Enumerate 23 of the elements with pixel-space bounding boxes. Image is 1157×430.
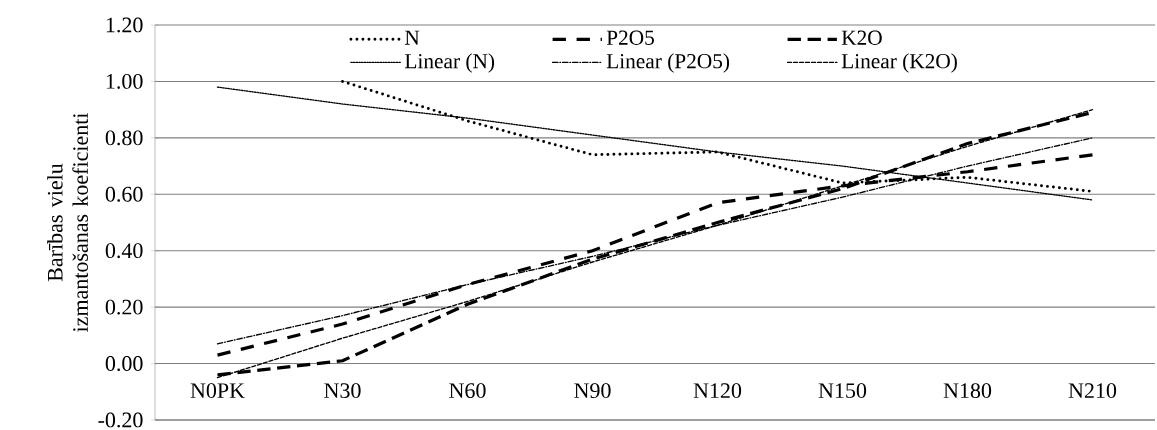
legend-label: Linear (P2O5): [606, 53, 730, 73]
x-tick-label: N150: [818, 383, 867, 399]
y-axis-title: Barības vielu izmantošanas koeficienti: [47, 112, 88, 332]
legend-label: K2O: [841, 30, 882, 45]
y-tick-label: 0.00: [105, 356, 143, 372]
y-tick-label: 1.00: [106, 73, 143, 89]
x-tick-label: N30: [324, 383, 361, 399]
x-tick-label: N210: [1068, 383, 1117, 399]
legend-label: Linear (K2O): [841, 53, 957, 73]
y-tick-label: 0.40: [105, 243, 143, 259]
y-tick-label: 1.20: [106, 17, 143, 33]
y-tick-label: 0.60: [105, 186, 143, 202]
y-tick-label: -0.20: [98, 412, 143, 428]
y-tick-label: 0.20: [105, 299, 143, 315]
legend-label: N: [404, 30, 420, 45]
y-tick-label: 0.80: [105, 130, 143, 146]
x-tick-label: N120: [693, 383, 742, 399]
x-tick-label: N60: [449, 383, 486, 399]
x-tick-label: N0PK: [190, 383, 245, 399]
x-tick-label: N180: [943, 383, 992, 399]
x-tick-label: N90: [574, 383, 611, 399]
legend-label: Linear (N): [404, 53, 495, 73]
legend-label: P2O5: [606, 30, 654, 45]
